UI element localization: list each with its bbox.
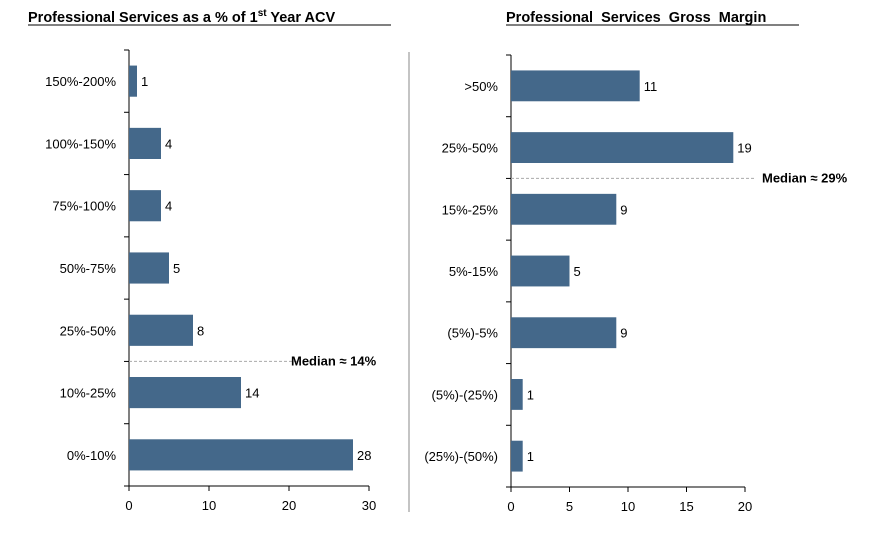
right-data-label: 9 — [620, 202, 627, 217]
left-data-label: 8 — [197, 323, 204, 338]
left-title-superscript: st — [258, 8, 268, 19]
right-x-tick-label: 20 — [738, 499, 752, 514]
left-category-label: 10%-25% — [60, 386, 117, 401]
left-category-label: 75%-100% — [52, 199, 116, 214]
right-median-label: Median ≈ 29% — [762, 170, 848, 185]
right-bar — [511, 193, 617, 225]
left-bar — [129, 190, 161, 222]
left-bar — [129, 439, 353, 471]
left-x-tick-label: 10 — [202, 498, 216, 513]
right-category-label: (25%)-(50%) — [424, 449, 498, 464]
left-title-main: Professional Services as a % of 1 — [28, 10, 258, 26]
right-data-label: 9 — [620, 326, 627, 341]
left-title-end: Year ACV — [267, 10, 336, 26]
left-category-label: 100%-150% — [45, 136, 116, 151]
left-x-tick-label: 30 — [362, 498, 376, 513]
left-data-label: 4 — [165, 136, 172, 151]
left-data-label: 4 — [165, 199, 172, 214]
right-category-label: 5%-15% — [449, 264, 499, 279]
right-bar — [511, 440, 523, 472]
left-median-label: Median ≈ 14% — [291, 353, 377, 368]
left-category-label: 50%-75% — [60, 261, 117, 276]
left-chart-title: Professional Services as a % of 1st Year… — [28, 8, 335, 26]
right-bar — [511, 70, 640, 102]
left-category-label: 0%-10% — [67, 448, 117, 463]
left-x-tick-label: 20 — [282, 498, 296, 513]
left-category-label: 150%-200% — [45, 74, 116, 89]
left-bar — [129, 252, 169, 284]
left-bar — [129, 377, 241, 409]
right-data-label: 1 — [527, 387, 534, 402]
left-bar — [129, 65, 137, 97]
left-x-tick-label: 0 — [125, 498, 132, 513]
right-data-label: 19 — [737, 141, 751, 156]
right-bar — [511, 132, 734, 163]
left-category-label: 25%-50% — [60, 323, 117, 338]
right-bar — [511, 379, 523, 410]
right-category-label: 25%-50% — [442, 141, 499, 156]
right-x-tick-label: 15 — [679, 499, 693, 514]
right-chart-title: Professional Services Gross Margin — [506, 10, 766, 26]
right-category-label: (5%)-5% — [447, 326, 498, 341]
left-data-label: 28 — [357, 448, 371, 463]
right-x-tick-label: 10 — [621, 499, 635, 514]
right-data-label: 11 — [644, 79, 658, 94]
left-bar — [129, 314, 193, 346]
right-bar — [511, 317, 617, 349]
right-data-label: 1 — [527, 449, 534, 464]
left-bar — [129, 127, 161, 159]
left-data-label: 14 — [245, 386, 259, 401]
left-data-label: 5 — [173, 261, 180, 276]
right-category-label: >50% — [464, 79, 498, 94]
left-data-label: 1 — [141, 74, 148, 89]
right-x-tick-label: 0 — [507, 499, 514, 514]
right-data-label: 5 — [574, 264, 581, 279]
right-category-label: (5%)-(25%) — [432, 387, 498, 402]
right-bar — [511, 255, 570, 287]
right-x-tick-label: 5 — [566, 499, 573, 514]
right-category-label: 15%-25% — [442, 202, 499, 217]
